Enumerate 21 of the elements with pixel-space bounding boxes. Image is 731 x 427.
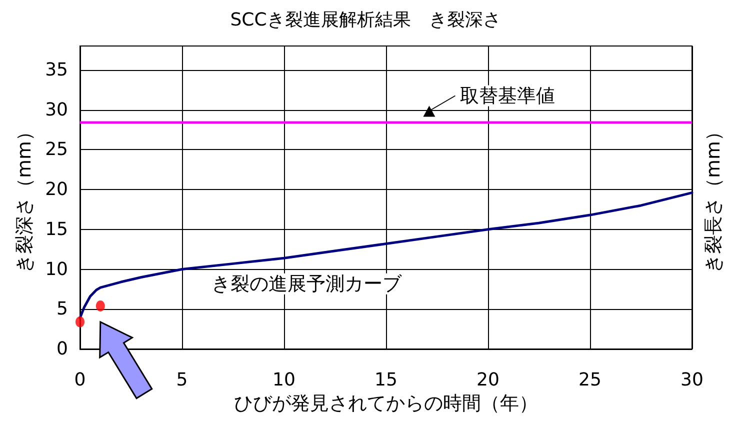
ref-line-label: 取替基準値 — [460, 84, 556, 107]
y-tick-label: 5 — [56, 298, 68, 320]
annotation: き裂の進展予測カーブ — [211, 272, 402, 295]
x-tick-label: 5 — [176, 370, 188, 390]
y-tick-label: 15 — [45, 218, 68, 240]
x-tick-label: 0 — [74, 370, 86, 390]
y-tick-label: 10 — [45, 258, 68, 280]
y-axis-title: き裂深さ（mm） — [14, 122, 36, 274]
y-tick-label: 35 — [45, 59, 68, 80]
y-tick-label: 0 — [56, 338, 68, 360]
y-tick-label: 30 — [45, 99, 68, 120]
x-tick-label: 30 — [680, 370, 704, 390]
y-tick-label: 20 — [45, 179, 68, 200]
x-tick-label: 15 — [374, 370, 398, 390]
chart-title: SCCき裂進展解析結果 き裂深さ — [230, 10, 501, 30]
x-tick-label: 20 — [476, 370, 500, 390]
x-tick-label: 25 — [578, 370, 602, 390]
y-tick-label: 25 — [45, 139, 68, 160]
y2-axis-title: き裂長さ（mm） — [702, 122, 724, 274]
x-tick-label: 10 — [272, 370, 296, 390]
x-axis-title: ひびが発見されてからの時間（年） — [234, 392, 538, 414]
